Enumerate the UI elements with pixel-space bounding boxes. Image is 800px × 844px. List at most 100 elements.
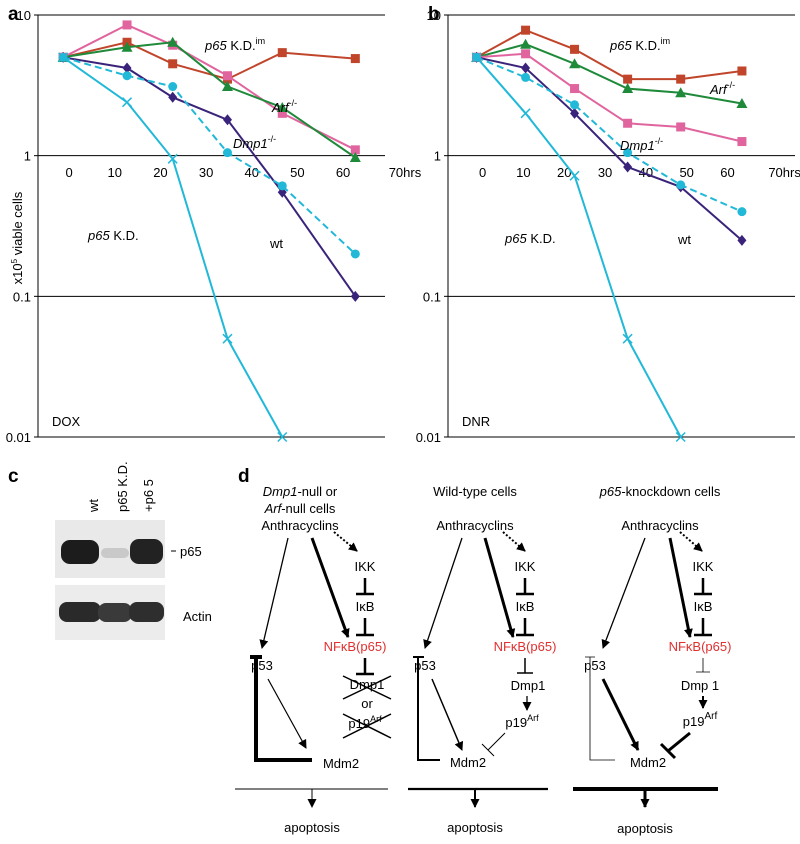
annotation-part: Arf (709, 82, 728, 97)
data-point (277, 108, 287, 118)
blot-band (129, 602, 164, 622)
outcome: apoptosis (617, 821, 673, 836)
annotation-part: Arf (271, 100, 290, 115)
series-line (476, 56, 743, 213)
data-point (350, 249, 360, 259)
x-tick-label: 30 (199, 165, 213, 180)
series-line (476, 43, 743, 105)
node-part: Arf (704, 711, 717, 722)
x-tick-label: 60 (720, 165, 734, 180)
series-line (476, 29, 743, 81)
data-point (623, 74, 633, 84)
annotation-part: -/- (727, 80, 736, 90)
data-point (570, 84, 580, 94)
diagram-column: Dmp1-null or Arf-null cells Anthracyclin… (235, 484, 392, 835)
inhibition (694, 618, 712, 637)
annotation: p65 K.D.im (204, 36, 265, 53)
data-point (676, 122, 686, 132)
band-label: p65 (180, 544, 202, 559)
node: Mdm2 (630, 755, 666, 770)
node-part: p19 (683, 714, 705, 729)
inhibition (356, 618, 374, 637)
data-point (623, 148, 633, 158)
x-tick-label: 0 (65, 165, 72, 180)
annotation-part: -/- (268, 134, 277, 144)
drug: Anthracyclins (621, 518, 699, 533)
node: or (361, 696, 373, 711)
annotation-part: -/- (289, 98, 298, 108)
node: NFκB(p65) (494, 639, 557, 654)
header-part: Wild-type cells (433, 484, 517, 499)
data-point (737, 137, 747, 147)
annotation-part: K.D. (527, 231, 556, 246)
lane-label: +p6 5 (141, 479, 156, 512)
data-point (676, 180, 686, 190)
outcome: apoptosis (284, 820, 340, 835)
lane-label: p65 K.D. (115, 461, 130, 512)
y-tick-label: 1 (24, 149, 31, 164)
data-point (520, 108, 531, 119)
annotation: p65 K.D. (504, 231, 556, 246)
data-point (277, 431, 288, 443)
x-tick-label: 0 (479, 165, 486, 180)
data-point (122, 20, 132, 30)
node: IKK (355, 559, 376, 574)
blot-band (61, 540, 99, 564)
annotation-part: p65 (204, 38, 227, 53)
node: IκB (356, 599, 375, 614)
node-part: p19 (505, 715, 527, 730)
data-point (122, 62, 132, 74)
label-part: 5 (10, 258, 19, 263)
series-line (476, 56, 743, 242)
data-point (622, 83, 634, 94)
x-tick-label: 30 (598, 165, 612, 180)
arrow (601, 537, 646, 649)
annotation-part: im (661, 36, 671, 46)
data-point (277, 48, 287, 58)
data-point (569, 58, 581, 69)
series-line (62, 41, 356, 81)
annotation: Dmp1-/- (233, 134, 276, 151)
data-point (570, 100, 580, 110)
data-point (168, 82, 178, 92)
arrow (310, 537, 350, 638)
data-point (570, 44, 580, 54)
label-part: x10 (10, 263, 25, 284)
annotation-part: -/- (655, 136, 664, 146)
annotation: p65 K.D.im (609, 36, 670, 53)
x-tick-label: 70hrs (389, 165, 422, 180)
annotation-part: p65 (504, 231, 527, 246)
inhibition (517, 658, 533, 674)
inhibition (516, 618, 534, 637)
annotation-part: p65 (609, 38, 632, 53)
annotation: wt (677, 232, 691, 247)
drug: Anthracyclins (261, 518, 339, 533)
y-tick-label: 0.01 (416, 430, 441, 445)
data-point (221, 81, 233, 92)
arrow (267, 678, 307, 749)
x-tick-label: 20 (153, 165, 167, 180)
annotation-part: K.D. (227, 38, 256, 53)
node-part: Arf (370, 714, 382, 724)
inhibition (356, 658, 374, 676)
node: NFκB(p65) (324, 639, 387, 654)
data-point (167, 153, 178, 164)
inhibition (696, 658, 710, 673)
panel-letter: a (8, 4, 19, 25)
node: p19Arf (505, 713, 539, 730)
annotation: p65 K.D. (87, 228, 139, 243)
diagram-column: p65-knockdown cells Anthracyclins IKK Iκ… (573, 484, 731, 836)
annotation-part: Dmp1 (233, 136, 268, 151)
column-header: p65-knockdown cells (599, 484, 721, 499)
node: IKK (693, 559, 714, 574)
diagram-column: Wild-type cells Anthracyclins IKK IκB NF… (408, 484, 556, 835)
annotation-part: DNR (462, 414, 490, 429)
blot-band (130, 539, 163, 564)
inhibition (659, 731, 691, 760)
data-point (675, 87, 687, 98)
blot-band (101, 548, 129, 558)
data-point (122, 71, 132, 81)
node-part: Arf (527, 713, 539, 723)
